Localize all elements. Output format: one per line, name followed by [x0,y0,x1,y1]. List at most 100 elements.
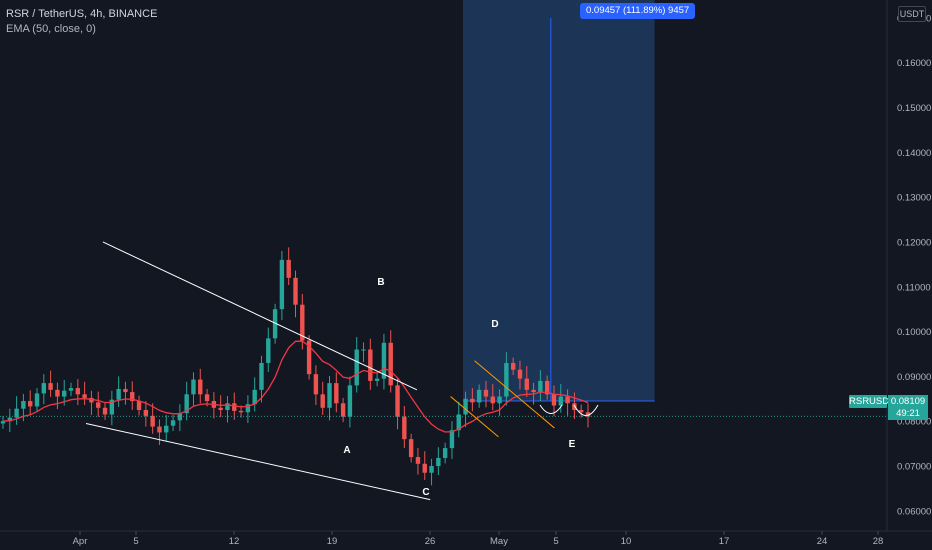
y-tick-label: 0.16000 [897,58,931,69]
candle-body [266,338,271,363]
candle-body [572,403,577,411]
candle-body [225,403,230,411]
candle-body [191,379,196,395]
y-tick-label: 0.10000 [897,327,931,338]
x-tick-label: Apr [73,536,88,547]
candle-body [41,383,47,394]
x-tick-label: 24 [817,536,828,547]
candle-body [306,340,312,375]
candle-body [504,362,509,397]
x-tick-label: 5 [133,536,138,547]
candle-body [157,426,162,433]
ema-line [2,340,589,433]
chart-legend: RSR / TetherUS, 4h, BINANCE EMA (50, clo… [6,7,157,37]
candle-body [96,402,101,408]
candle-body [544,380,550,395]
candle-body [62,390,67,397]
candle-body [116,388,121,400]
y-tick-label: 0.11000 [897,282,931,293]
candle-body [327,383,332,408]
pattern-label-d: D [491,319,498,330]
y-tick-label: 0.09000 [897,372,931,383]
candle-body [109,399,115,415]
candle-body [21,401,26,409]
candle-body [68,388,74,391]
x-tick-label: 19 [327,536,338,547]
candle-body [170,420,176,426]
candle-body [388,342,393,386]
channel-lower-line [85,422,431,501]
candle-body [429,466,434,473]
candle-body [524,378,529,390]
cup-arc-right [573,404,599,416]
candle-body [449,430,455,449]
candle-body [538,380,543,393]
currency-unit-button[interactable]: USDT [898,6,926,22]
x-tick-label: 26 [425,536,436,547]
candle-body [334,383,339,404]
candle-body [272,309,278,339]
candle-body [279,259,285,310]
x-tick-label: 12 [229,536,240,547]
y-tick-label: 0.06000 [897,506,931,517]
candle-body [354,349,359,386]
candle-body [259,362,264,390]
candle-body [55,389,60,397]
candle-body [75,388,81,395]
candle-body [402,416,407,440]
candle-body [28,401,33,407]
x-tick-label: May [490,536,508,547]
candle-body [313,374,319,395]
candle-body [82,394,87,398]
channel-upper-line [102,241,418,391]
candle-body [150,415,155,427]
y-tick-label: 0.07000 [897,462,931,473]
candle-body [218,407,223,411]
candle-body [381,342,387,379]
candle-body [463,398,468,415]
candle-body [531,389,536,393]
candle-body [456,414,461,431]
candle-body [340,403,346,417]
candle-body [585,412,591,417]
pattern-label-b: B [377,277,384,288]
pattern-label-c: C [422,487,429,498]
candle-body [374,378,380,381]
projection-box [463,0,655,402]
candle-body [510,362,516,370]
candle-body [293,277,298,305]
candle-body [238,410,244,413]
x-tick-label: 10 [621,536,632,547]
candle-body [490,396,495,404]
candle-body [483,389,489,397]
candle-body [442,448,448,458]
y-tick-label: 0.12000 [897,237,931,248]
candle-body [422,463,427,473]
candle-body [286,259,291,278]
candle-body [89,397,94,403]
pattern-label-a: A [343,445,350,456]
candle-body [177,413,183,421]
y-tick-label: 0.13000 [897,193,931,204]
candle-body [476,389,482,403]
candle-body [470,398,475,403]
x-tick-label: 28 [873,536,884,547]
candle-body [300,304,305,341]
wedge-upper-line [474,360,555,429]
candle-body [198,379,203,395]
candle-body [34,393,40,407]
candle-body [320,394,325,408]
x-tick-label: 5 [553,536,558,547]
candle-body [102,407,108,415]
candle-body [252,389,257,405]
symbol-title[interactable]: RSR / TetherUS, 4h, BINANCE [6,8,158,20]
indicator-label[interactable]: EMA (50, close, 0) [6,23,96,35]
candle-body [130,392,135,402]
bar-countdown: 49:21 [888,408,928,420]
candle-body [347,385,353,417]
candle-body [143,410,149,416]
candle-body [565,396,570,404]
candle-body [184,394,189,414]
y-tick-label: 0.14000 [897,148,931,159]
